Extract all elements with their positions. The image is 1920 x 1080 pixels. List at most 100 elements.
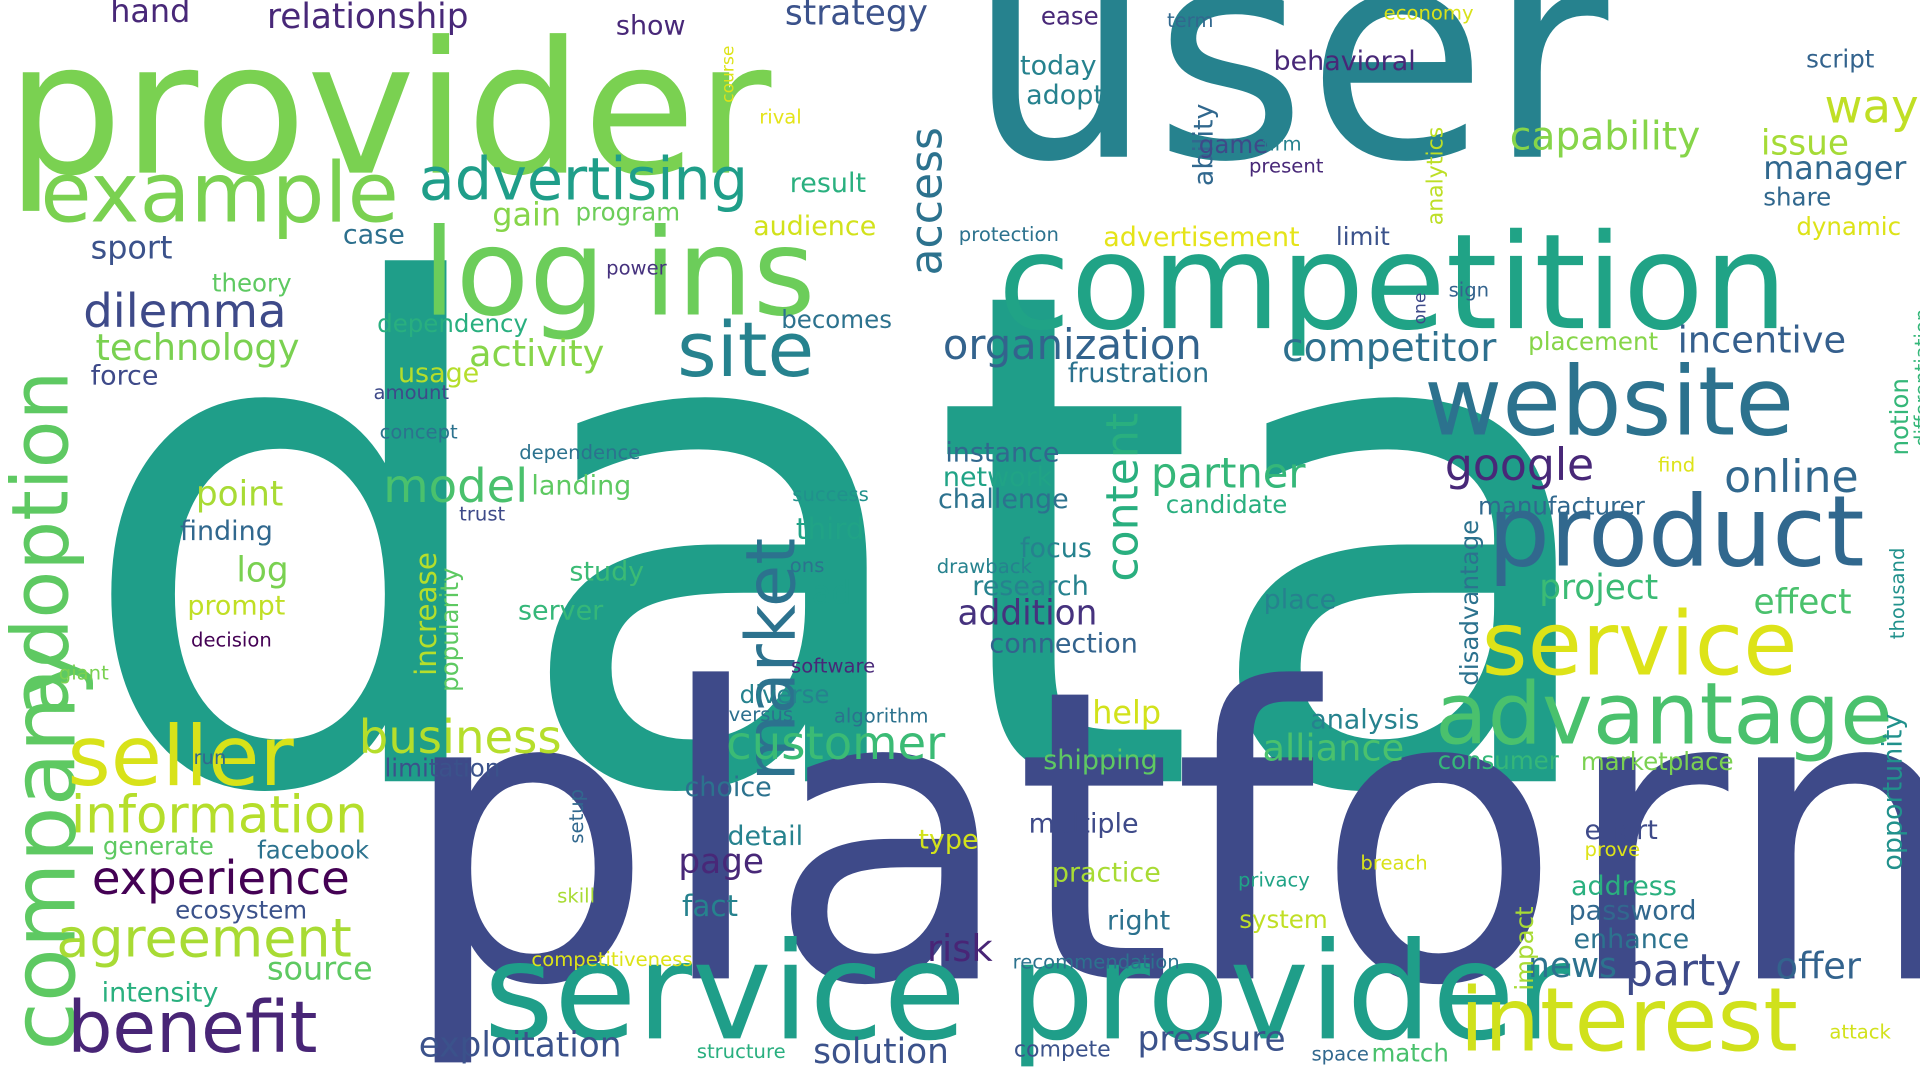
word-privacy: privacy — [1237, 868, 1310, 892]
word-user: user — [967, 0, 1609, 227]
word-prove: prove — [1584, 837, 1641, 861]
word-amount: amount — [373, 380, 450, 405]
word-provider: provider — [6, 3, 772, 217]
word-share: share — [1763, 182, 1832, 212]
word-online: online — [1724, 453, 1859, 504]
word-address: address — [1571, 871, 1677, 903]
word-firm: firm — [1262, 132, 1302, 156]
word-run: run — [193, 745, 227, 769]
word-help: help — [1092, 695, 1162, 733]
word-right: right — [1106, 906, 1171, 937]
word-differentiation: differentiation — [1910, 308, 1920, 447]
word-term: term — [1166, 8, 1214, 32]
word-economy: economy — [1383, 1, 1474, 25]
word-opportunity: opportunity — [1878, 713, 1909, 871]
word-disadvantage: disadvantage — [1454, 519, 1485, 686]
word-log-ins: log ins — [422, 204, 816, 345]
word-facebook: facebook — [257, 835, 370, 865]
word-dynamic: dynamic — [1796, 211, 1902, 242]
word-strategy: strategy — [784, 0, 928, 34]
word-pressure: pressure — [1137, 1018, 1286, 1060]
word-usage: usage — [397, 358, 480, 390]
word-today: today — [1020, 51, 1097, 83]
word-prompt: prompt — [187, 591, 286, 623]
word-agreement: agreement — [56, 907, 352, 970]
word-model: model — [383, 459, 529, 514]
word-access: access — [902, 126, 953, 276]
word-drawback: drawback — [936, 554, 1032, 578]
word-log: log — [236, 549, 289, 591]
word-focus: focus — [1020, 533, 1092, 565]
word-thousand: thousand — [1885, 547, 1909, 640]
word-attack: attack — [1829, 1020, 1891, 1044]
word-analysis: analysis — [1310, 705, 1420, 736]
word-theory: theory — [211, 268, 292, 298]
word-limitation: limitation — [384, 753, 501, 783]
word-technology: technology — [95, 326, 300, 370]
word-challenge: challenge — [937, 484, 1069, 516]
word-setup: setup — [564, 788, 588, 844]
word-advantage: advantage — [1435, 663, 1893, 765]
word-point: point — [195, 473, 284, 515]
word-system: system — [1239, 904, 1328, 935]
word-case: case — [342, 220, 405, 252]
word-risk: risk — [926, 928, 993, 972]
word-instance: instance — [945, 438, 1060, 469]
word-match: match — [1371, 1038, 1449, 1068]
word-content: content — [1098, 412, 1149, 582]
word-server: server — [517, 596, 604, 627]
word-giant: giant — [58, 661, 109, 685]
word-competitor: competitor — [1282, 324, 1497, 372]
word-dependence: dependence — [519, 440, 641, 465]
word-limit: limit — [1335, 221, 1390, 252]
word-behavioral: behavioral — [1273, 46, 1416, 78]
word-finding: finding — [180, 516, 273, 548]
word-power: power — [606, 255, 667, 280]
word-consumer: consumer — [1437, 745, 1559, 776]
word-landing: landing — [531, 471, 632, 503]
word-page: page — [678, 841, 765, 882]
word-course: course — [718, 45, 739, 103]
word-success: success — [792, 482, 869, 506]
word-analytics: analytics — [1422, 126, 1449, 226]
word-experience: experience — [91, 851, 350, 905]
word-relationship: relationship — [266, 0, 469, 37]
word-dilemma: dilemma — [83, 284, 287, 338]
word-sign: sign — [1448, 277, 1490, 302]
word-research: research — [972, 571, 1089, 603]
word-ecosystem: ecosystem — [175, 895, 308, 925]
word-site: site — [677, 304, 815, 395]
word-password: password — [1568, 896, 1697, 927]
word-shipping: shipping — [1043, 745, 1158, 777]
word-space: space — [1311, 1042, 1369, 1066]
word-ad: ad — [811, 575, 852, 613]
word-algorithm: algorithm — [833, 704, 929, 728]
word-party: party — [1624, 946, 1742, 997]
word-alliance: alliance — [1262, 727, 1405, 771]
word-audience: audience — [753, 211, 877, 243]
word-manager: manager — [1763, 150, 1907, 188]
word-versus: versus — [728, 702, 794, 727]
word-study: study — [569, 557, 645, 588]
word-show: show — [615, 11, 686, 42]
word-one: one — [1410, 292, 1431, 325]
word-practice: practice — [1051, 858, 1161, 889]
word-issue: issue — [1760, 122, 1849, 163]
word-organization: organization — [942, 320, 1202, 370]
word-customer: customer — [726, 716, 946, 771]
word-impact: impact — [1509, 906, 1540, 991]
word-rival: rival — [759, 105, 802, 129]
word-google: google — [1444, 440, 1595, 492]
word-advertising: advertising — [418, 145, 749, 215]
word-offer: offer — [1775, 945, 1862, 989]
word-script: script — [1806, 44, 1875, 74]
word-game: game — [1198, 129, 1269, 160]
word-third: third — [795, 511, 865, 547]
word-example: example — [40, 145, 399, 243]
word-detail: detail — [727, 821, 804, 853]
word-intensity: intensity — [101, 978, 219, 1009]
word-project: project — [1539, 566, 1659, 608]
word-concept: concept — [379, 420, 458, 444]
word-skill: skill — [557, 884, 596, 908]
